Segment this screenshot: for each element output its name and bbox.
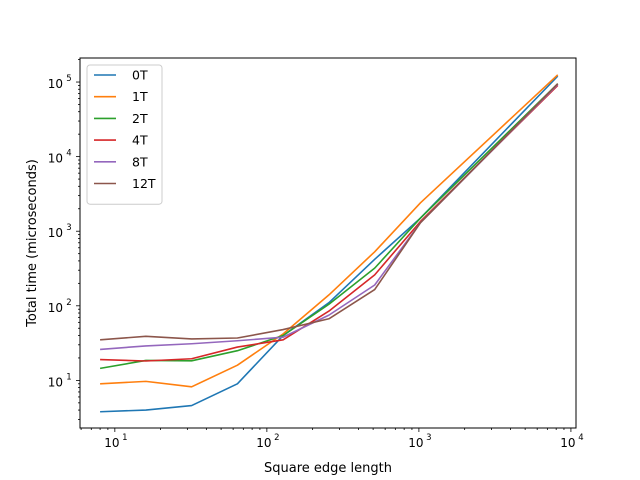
x-tick-exponent: 2 — [274, 433, 279, 443]
legend-box — [86, 64, 163, 205]
axis-ticks: 10 1 10 2 10 3 10 410 110 210 310 410 5 — [48, 59, 584, 450]
series-line-2T — [99, 83, 559, 370]
y-tick-exponent: 2 — [66, 298, 71, 308]
y-tick-exponent: 1 — [66, 372, 71, 382]
series-line-4T — [100, 84, 559, 362]
y-tick-exponent: 5 — [66, 74, 71, 84]
x-tick-exponent: 1 — [122, 433, 127, 443]
legend-label-1T: 1T — [132, 89, 148, 104]
series-lines — [99, 74, 559, 413]
series-line-8T — [100, 83, 559, 351]
y-tick-exponent: 3 — [66, 223, 71, 233]
y-axis-label: Total time (microseconds) — [25, 159, 40, 328]
legend-label-12T: 12T — [132, 176, 156, 191]
y-tick-label: 10 — [48, 77, 63, 91]
y-tick-label: 10 — [48, 226, 63, 240]
y-tick-label: 10 — [48, 152, 63, 166]
x-tick-label: 10 — [256, 436, 271, 450]
x-tick-exponent: 3 — [426, 433, 431, 443]
series-line-1T — [100, 74, 559, 388]
legend-label-4T: 4T — [132, 133, 148, 148]
series-line-12T — [100, 83, 559, 341]
y-tick-exponent: 4 — [66, 149, 71, 159]
legend-label-8T: 8T — [132, 154, 148, 169]
x-tick-label: 10 — [408, 436, 423, 450]
x-tick-label: 10 — [104, 436, 119, 450]
x-tick-label: 10 — [560, 436, 575, 450]
legend: 0T 1T 2T 4T 8T 12T — [86, 64, 163, 205]
y-tick-label: 10 — [48, 375, 63, 389]
y-tick-label: 10 — [48, 301, 63, 315]
legend-label-0T: 0T — [132, 68, 148, 83]
x-tick-exponent: 4 — [578, 433, 583, 443]
legend-label-2T: 2T — [132, 111, 148, 126]
x-axis-label: Square edge length — [264, 461, 392, 476]
